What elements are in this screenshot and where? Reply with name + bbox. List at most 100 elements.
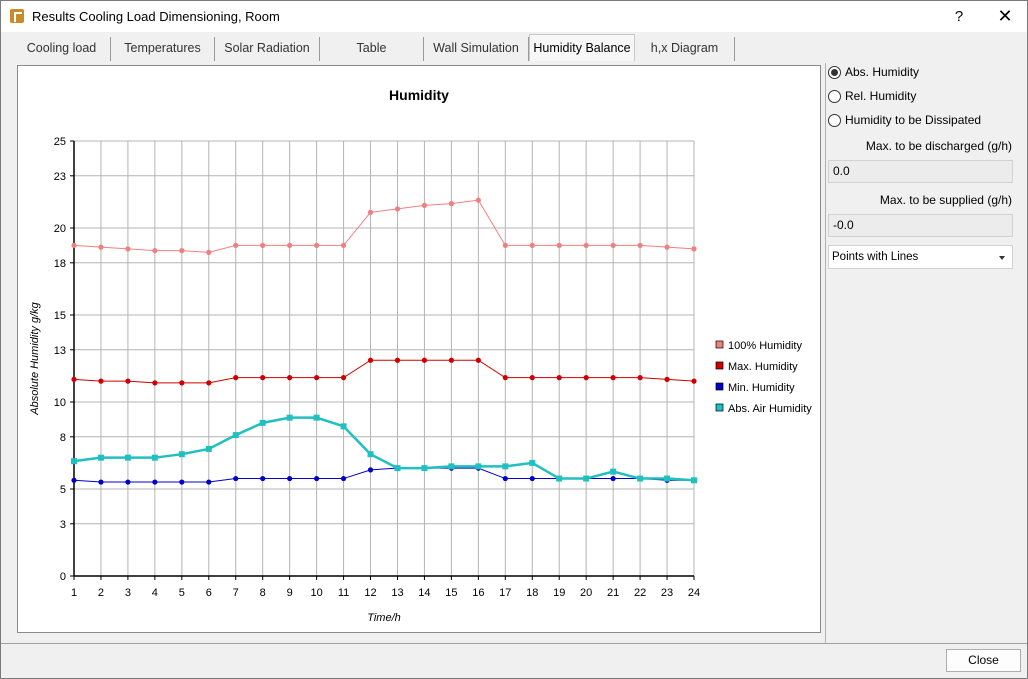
data-point-2 [664, 376, 670, 382]
data-point-3 [502, 475, 508, 482]
tab-cooling-load[interactable]: Cooling load [13, 37, 111, 61]
x-tick-label: 23 [661, 587, 673, 599]
data-point-2 [71, 376, 77, 382]
chevron-down-icon[interactable] [999, 256, 1005, 260]
data-point-2 [529, 375, 535, 381]
x-tick-label: 10 [310, 587, 322, 599]
legend-label: 100% Humidity [728, 340, 802, 352]
data-point-4 [583, 475, 590, 482]
series-line-1 [73, 199, 695, 253]
tab-table[interactable]: Table [320, 37, 424, 61]
close-button[interactable]: Close [946, 649, 1021, 672]
data-point-4 [178, 451, 185, 458]
data-point-3 [529, 475, 535, 482]
data-point-2 [206, 380, 212, 386]
help-button[interactable]: ? [954, 8, 964, 25]
legend-swatch [715, 403, 724, 412]
data-point-1 [287, 242, 293, 248]
data-point-2 [448, 357, 454, 363]
data-point-4 [340, 423, 347, 430]
data-point-4 [232, 432, 239, 439]
title-bar: Results Cooling Load Dimensioning, Room … [1, 1, 1027, 32]
max-supplied-label: Max. to be supplied (g/h) [879, 193, 1012, 207]
data-point-4 [71, 458, 77, 465]
data-point-1 [529, 242, 535, 248]
tab-solar-radiation[interactable]: Solar Radiation [215, 37, 320, 61]
data-point-1 [637, 242, 643, 248]
data-point-1 [475, 197, 481, 203]
window-title: Results Cooling Load Dimensioning, Room [32, 9, 280, 24]
data-point-4 [637, 475, 644, 482]
data-point-3 [367, 467, 374, 473]
radio-button[interactable] [828, 113, 841, 127]
select-value: Points with Lines [832, 251, 919, 263]
data-point-3 [152, 479, 158, 485]
y-tick-label: 10 [54, 397, 66, 409]
data-point-4 [448, 463, 455, 470]
tab-temperatures[interactable]: Temperatures [111, 37, 215, 61]
panel-divider [825, 63, 826, 643]
x-tick-label: 13 [391, 587, 403, 599]
y-axis-label: Absolute Humidity g/kg [29, 301, 41, 415]
data-point-4 [502, 463, 509, 470]
radio-button[interactable] [828, 89, 841, 103]
data-point-4 [259, 419, 266, 426]
x-tick-label: 21 [607, 587, 619, 599]
radio-button[interactable] [828, 65, 841, 79]
data-point-2 [179, 380, 185, 386]
x-tick-label: 6 [206, 587, 212, 599]
data-point-4 [421, 465, 428, 472]
data-point-4 [610, 468, 617, 475]
y-tick-label: 18 [54, 258, 66, 270]
radio-label: Rel. Humidity [845, 89, 917, 103]
max-supplied-field: -0.0 [828, 214, 1013, 237]
x-tick-label: 7 [233, 587, 239, 599]
radio-humidity-dissipated[interactable]: Humidity to be Dissipated [828, 111, 981, 129]
data-point-4 [475, 463, 482, 470]
legend-swatch [715, 361, 724, 370]
y-tick-label: 15 [54, 310, 66, 322]
x-tick-label: 1 [71, 587, 77, 599]
tab-hx-diagram[interactable]: h,x Diagram [635, 37, 735, 61]
data-point-1 [314, 242, 320, 248]
y-tick-label: 25 [54, 136, 66, 148]
radio-abs-humidity[interactable]: Abs. Humidity [828, 63, 919, 81]
data-point-1 [583, 242, 589, 248]
legend-swatch [715, 382, 724, 391]
legend-label: Abs. Air Humidity [728, 403, 812, 415]
y-tick-label: 13 [54, 345, 66, 357]
data-point-4 [691, 477, 697, 484]
x-tick-label: 17 [499, 587, 511, 599]
chart-title: Humidity [389, 87, 449, 103]
tab-wall-simulation[interactable]: Wall Simulation [424, 37, 529, 61]
x-tick-label: 22 [634, 587, 646, 599]
chart-style-select[interactable]: Points with Lines [828, 245, 1013, 269]
max-discharged-label: Max. to be discharged (g/h) [865, 139, 1012, 153]
data-point-2 [475, 357, 481, 363]
x-tick-label: 19 [553, 587, 565, 599]
tab-humidity-balance[interactable]: Humidity Balance [529, 34, 635, 61]
y-tick-label: 0 [60, 571, 66, 583]
data-point-1 [610, 242, 616, 248]
data-point-4 [556, 475, 563, 482]
data-point-2 [98, 378, 104, 384]
data-point-4 [394, 465, 401, 472]
data-point-4 [151, 454, 158, 461]
radio-rel-humidity[interactable]: Rel. Humidity [828, 87, 916, 105]
data-point-1 [691, 246, 697, 252]
x-axis-label: Time/h [367, 612, 401, 624]
data-point-3 [340, 475, 347, 482]
data-point-1 [71, 242, 77, 248]
radio-label: Humidity to be Dissipated [845, 113, 982, 127]
data-point-2 [394, 357, 401, 363]
data-point-2 [421, 357, 428, 363]
y-tick-label: 20 [54, 223, 66, 235]
data-point-1 [394, 206, 401, 212]
close-icon[interactable]: ✕ [997, 6, 1013, 26]
x-tick-label: 4 [152, 587, 158, 599]
data-point-1 [664, 244, 670, 250]
data-point-2 [260, 375, 266, 381]
data-point-1 [421, 202, 428, 208]
y-tick-label: 3 [60, 519, 66, 531]
x-tick-label: 16 [472, 587, 484, 599]
